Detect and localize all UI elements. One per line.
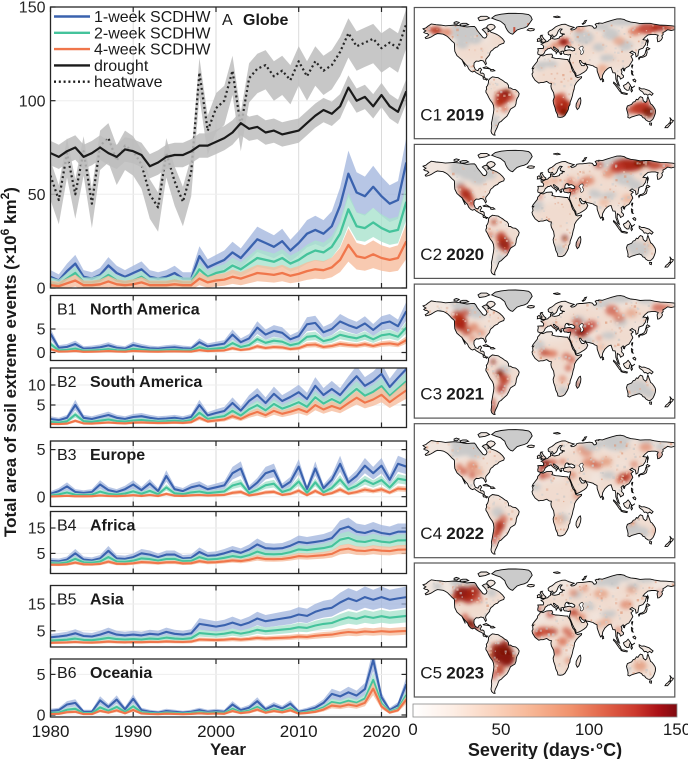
svg-text:B6: B6	[57, 665, 77, 682]
svg-text:0: 0	[37, 281, 46, 298]
svg-text:South America: South America	[90, 374, 202, 391]
svg-text:2023: 2023	[446, 664, 484, 683]
svg-text:B3: B3	[57, 447, 77, 464]
svg-text:Globe: Globe	[243, 12, 288, 29]
svg-text:0: 0	[37, 345, 46, 362]
svg-text:1980: 1980	[32, 722, 70, 741]
svg-text:B5: B5	[57, 592, 77, 609]
svg-text:B4: B4	[57, 518, 77, 535]
svg-text:2021: 2021	[446, 385, 484, 404]
svg-text:North America: North America	[90, 302, 200, 319]
svg-text:Europe: Europe	[90, 447, 145, 464]
svg-text:5: 5	[37, 546, 46, 563]
svg-text:10: 10	[28, 378, 46, 395]
svg-text:C5: C5	[420, 664, 442, 683]
svg-text:15: 15	[28, 597, 46, 614]
svg-text:50: 50	[492, 720, 511, 739]
svg-text:2019: 2019	[446, 106, 484, 125]
svg-text:A: A	[222, 12, 233, 29]
svg-text:B1: B1	[57, 302, 77, 319]
svg-text:B2: B2	[57, 374, 77, 391]
svg-text:2000: 2000	[197, 722, 235, 741]
svg-text:150: 150	[19, 0, 46, 17]
svg-text:Asia: Asia	[90, 592, 124, 609]
svg-text:C4: C4	[420, 524, 442, 543]
svg-text:15: 15	[28, 521, 46, 538]
svg-text:100: 100	[19, 93, 46, 110]
svg-text:5: 5	[37, 623, 46, 640]
svg-text:Oceania: Oceania	[90, 665, 152, 682]
svg-text:2-week SCDHW: 2-week SCDHW	[94, 25, 211, 42]
svg-text:2020: 2020	[363, 722, 401, 741]
svg-text:2022: 2022	[446, 524, 484, 543]
svg-text:50: 50	[28, 187, 46, 204]
svg-text:5: 5	[37, 442, 46, 459]
svg-text:2020: 2020	[446, 245, 484, 264]
svg-text:100: 100	[575, 720, 603, 739]
svg-text:Total area of soil extreme eve: Total area of soil extreme events (×106 …	[0, 187, 20, 537]
svg-text:150: 150	[663, 720, 688, 739]
svg-text:Africa: Africa	[90, 518, 135, 535]
svg-text:2010: 2010	[280, 722, 318, 741]
svg-text:0: 0	[408, 720, 417, 739]
svg-text:C3: C3	[420, 385, 442, 404]
svg-text:5: 5	[37, 398, 46, 415]
svg-text:5: 5	[37, 322, 46, 339]
svg-text:C1: C1	[420, 106, 442, 125]
svg-text:0: 0	[37, 708, 46, 725]
svg-text:1990: 1990	[114, 722, 152, 741]
svg-text:Severity (days·°C): Severity (days·°C)	[468, 740, 622, 759]
svg-text:heatwave: heatwave	[94, 74, 163, 91]
svg-text:Year: Year	[210, 740, 246, 759]
svg-text:C2: C2	[420, 245, 442, 264]
svg-text:0: 0	[37, 489, 46, 506]
svg-text:5: 5	[37, 667, 46, 684]
svg-text:drought: drought	[94, 58, 149, 75]
svg-text:1-week SCDHW: 1-week SCDHW	[94, 9, 211, 26]
svg-text:4-week SCDHW: 4-week SCDHW	[94, 42, 211, 59]
